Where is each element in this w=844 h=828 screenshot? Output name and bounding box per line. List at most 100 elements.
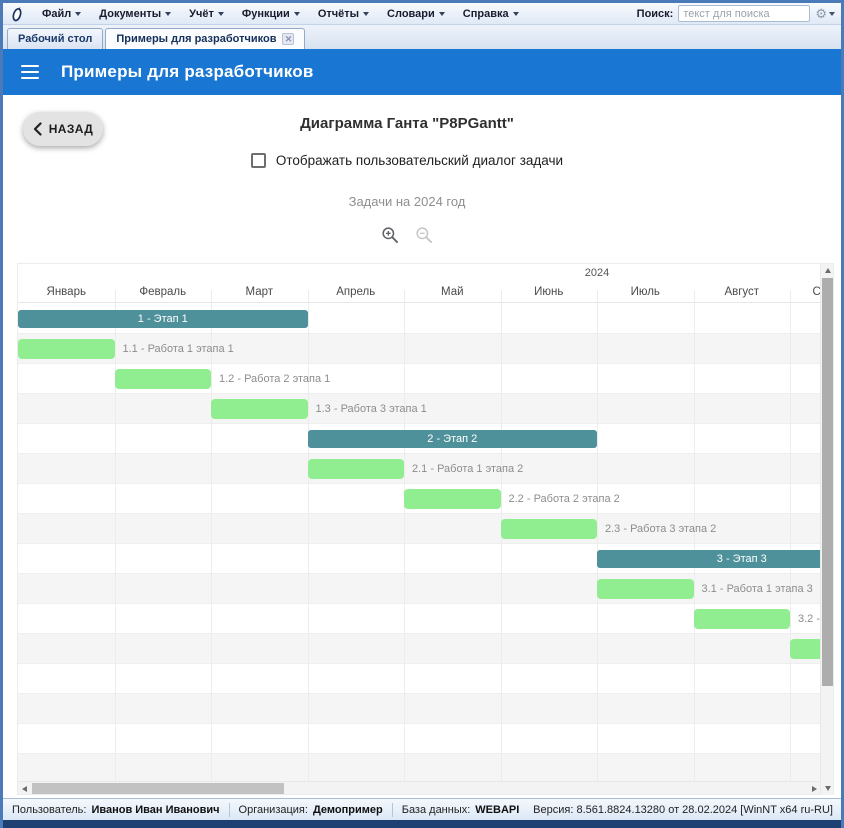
status-db-label: База данных: — [401, 803, 471, 816]
vertical-scrollbar[interactable] — [820, 264, 833, 795]
gantt-month-label: Сентябрь — [812, 286, 821, 298]
chevron-down-icon — [512, 11, 519, 16]
gantt-task-label: 1.1 - Работа 1 этапа 1 — [122, 343, 234, 355]
gantt-stage-label: 3 - Этап 3 — [716, 553, 767, 565]
gantt-bar-task[interactable] — [790, 639, 821, 659]
menu-item-label: Функции — [241, 7, 290, 20]
status-version: Версия: 8.561.8824.13280 от 28.02.2024 [… — [533, 804, 841, 816]
gantt-bar-task[interactable] — [597, 579, 694, 599]
gantt-gridline — [693, 290, 695, 783]
gantt-bar-task[interactable] — [18, 339, 115, 359]
gantt-bar-task[interactable] — [500, 519, 597, 539]
gantt-bar-task[interactable] — [404, 489, 501, 509]
gantt-row — [18, 454, 821, 484]
search-input[interactable] — [678, 5, 811, 22]
gantt-task-label: 2.3 - Работа 3 этапа 2 — [605, 523, 717, 535]
horizontal-scrollbar[interactable] — [18, 781, 821, 794]
chart-subtitle: Задачи на 2024 год — [348, 194, 466, 209]
chevron-down-icon — [75, 11, 82, 16]
gantt-rows — [18, 304, 821, 783]
gantt-plot-area: 2024 Январь Февраль Март Апрель Май Июнь Июль А… — [18, 264, 821, 783]
gantt-bars-layer: 1 - Этап 1 1.1 - Работа 1 этапа 1 1.2 - Ра… — [18, 304, 821, 783]
chevron-down-icon — [829, 11, 835, 16]
gantt-row — [18, 604, 821, 634]
menu-item-label: Справка — [462, 7, 509, 20]
back-button[interactable]: НАЗАД — [23, 112, 103, 146]
chevron-left-icon — [33, 122, 42, 136]
gantt-bar-stage[interactable]: 3 - Этап 3 — [597, 550, 821, 568]
tab-developer-examples[interactable]: Примеры для разработчиков ✕ — [105, 28, 306, 49]
scroll-up-icon[interactable] — [821, 264, 834, 277]
tab-bar: Рабочий стол Примеры для разработчиков ✕ — [3, 25, 841, 49]
status-bar: Пользователь: Иванов Иван Иванович Орган… — [3, 798, 841, 820]
app-bar: Примеры для разработчиков — [3, 49, 841, 95]
gantt-bar-stage[interactable]: 1 - Этап 1 — [18, 310, 308, 328]
gantt-bar-task[interactable] — [211, 399, 308, 419]
custom-dialog-checkbox[interactable] — [250, 153, 266, 168]
menu-item-file[interactable]: Файл — [33, 3, 90, 25]
tab-label: Примеры для разработчиков — [116, 33, 277, 45]
gantt-row — [18, 694, 821, 724]
chevron-down-icon — [363, 11, 370, 16]
menu-item-reports[interactable]: Отчёты — [309, 3, 378, 25]
search-label: Поиск: — [636, 7, 674, 20]
close-icon[interactable]: ✕ — [282, 33, 295, 45]
status-db-value: WEBAPI — [475, 803, 520, 816]
gantt-task-label: 2.1 - Работа 1 этапа 2 — [412, 463, 524, 475]
scroll-left-icon[interactable] — [18, 782, 31, 795]
app-logo-icon — [12, 6, 22, 21]
gantt-task-label: 1.2 - Работа 2 этапа 1 — [219, 373, 331, 385]
gantt-bar-task[interactable] — [114, 369, 211, 389]
gantt-stage-label: 1 - Этап 1 — [137, 313, 188, 325]
menu-item-functions[interactable]: Функции — [233, 3, 309, 25]
status-org-value: Демопример — [312, 803, 383, 816]
gantt-chart: 2024 Январь Февраль Март Апрель Май Июнь Июль А… — [17, 263, 834, 795]
zoom-in-icon[interactable] — [380, 225, 400, 245]
window-frame-bottom — [3, 820, 841, 828]
menu-item-label: Документы — [99, 7, 162, 20]
search-settings-button[interactable]: ⚙ — [815, 7, 835, 20]
gantt-month-label: Январь — [46, 286, 86, 298]
scroll-down-icon[interactable] — [821, 782, 834, 795]
gantt-gridline — [211, 290, 212, 783]
gantt-gridline — [597, 290, 598, 783]
menu-item-label: Учёт — [189, 7, 214, 20]
back-button-label: НАЗАД — [48, 122, 94, 136]
gantt-bar-stage[interactable]: 2 - Этап 2 — [307, 430, 597, 448]
tab-desktop[interactable]: Рабочий стол — [7, 28, 104, 49]
gantt-month-label: Июнь — [534, 286, 564, 298]
custom-dialog-option: Отображать пользовательский диалог задач… — [3, 153, 811, 168]
gantt-gridline — [404, 290, 405, 783]
status-version-label: Версия: — [533, 803, 574, 816]
menu-bar: Файл Документы Учёт Функции Отчёты Слова… — [3, 3, 841, 25]
gantt-bar-task[interactable] — [307, 459, 404, 479]
menu-item-dictionaries[interactable]: Словари — [378, 3, 454, 25]
vertical-scrollbar-thumb[interactable] — [822, 278, 833, 686]
gantt-month-row: Январь Февраль Март Апрель Май Июнь Июль Август… — [18, 284, 821, 303]
scroll-right-icon[interactable] — [808, 782, 821, 795]
gantt-row — [18, 394, 821, 424]
status-user-value: Иванов Иван Иванович — [91, 803, 220, 816]
horizontal-scrollbar-thumb[interactable] — [32, 783, 284, 794]
gantt-gridline — [790, 290, 791, 783]
zoom-controls — [3, 225, 811, 245]
gantt-row — [18, 514, 821, 544]
gantt-month-label: Май — [440, 286, 464, 298]
status-user: Пользователь: Иванов Иван Иванович — [3, 803, 229, 817]
gantt-gridline — [307, 290, 309, 783]
zoom-out-icon[interactable] — [414, 225, 434, 245]
menu-item-accounting[interactable]: Учёт — [180, 3, 233, 25]
chevron-down-icon — [165, 11, 172, 16]
page-title: Диаграмма Ганта "P8PGantt" — [300, 115, 514, 132]
tab-label: Рабочий стол — [18, 33, 93, 45]
menu-item-label: Файл — [42, 7, 72, 20]
custom-dialog-checkbox-label: Отображать пользовательский диалог задач… — [275, 153, 564, 168]
menu-item-help[interactable]: Справка — [454, 3, 528, 25]
gantt-stage-label: 2 - Этап 2 — [427, 433, 478, 445]
menu-item-documents[interactable]: Документы — [90, 3, 180, 25]
gantt-gridline — [114, 290, 116, 783]
gear-icon: ⚙ — [815, 6, 827, 21]
hamburger-menu-icon[interactable] — [21, 64, 39, 80]
gantt-bar-task[interactable] — [693, 609, 790, 629]
gantt-row — [18, 664, 821, 694]
